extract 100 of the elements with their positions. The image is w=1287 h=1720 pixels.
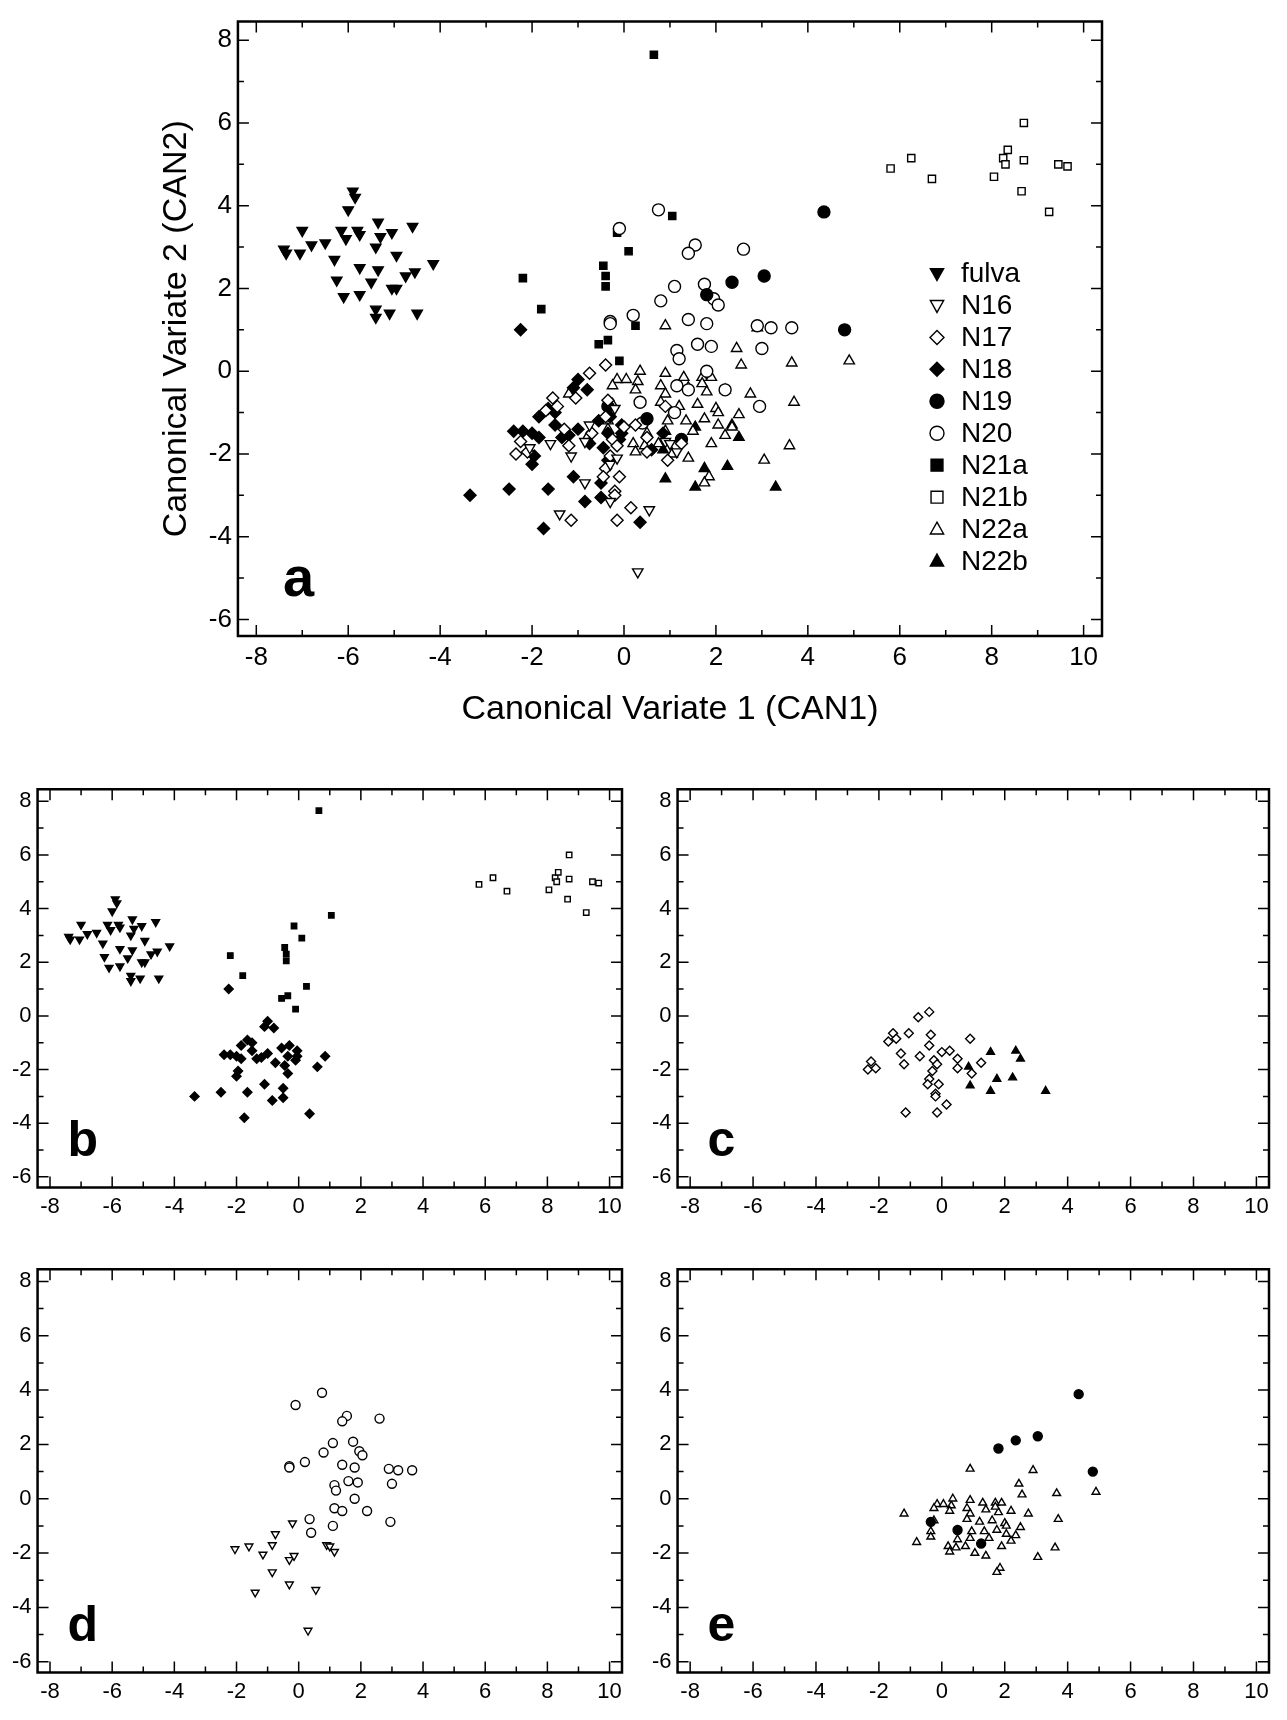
y-tick-label: -6 bbox=[12, 1162, 32, 1188]
y-tick-label: 6 bbox=[659, 1321, 672, 1347]
x-tick-label: 8 bbox=[984, 640, 999, 671]
y-tick-label: -2 bbox=[12, 1539, 32, 1565]
x-tick-label: -6 bbox=[336, 640, 360, 671]
y-tick-label: -4 bbox=[652, 1109, 672, 1135]
x-tick-label: 2 bbox=[998, 1192, 1011, 1218]
legend-label: fulva bbox=[961, 257, 1021, 289]
x-tick-label: -8 bbox=[40, 1192, 60, 1218]
y-tick-label: 6 bbox=[19, 1321, 32, 1347]
x-tick-label: 0 bbox=[935, 1677, 948, 1703]
x-tick-label: 2 bbox=[998, 1677, 1011, 1703]
x-tick-label: 8 bbox=[1187, 1677, 1200, 1703]
x-tick-label: 6 bbox=[479, 1677, 492, 1703]
y-tick-label: 6 bbox=[217, 106, 232, 137]
x-tick-label: -8 bbox=[40, 1677, 60, 1703]
x-tick-label: 6 bbox=[479, 1192, 492, 1218]
legend-label: N22b bbox=[961, 544, 1028, 576]
y-tick-label: 2 bbox=[19, 948, 32, 974]
y-tick-label: -2 bbox=[652, 1055, 672, 1081]
x-tick-label: -6 bbox=[743, 1677, 763, 1703]
x-tick-label: -4 bbox=[428, 640, 452, 671]
x-tick-label: 4 bbox=[416, 1192, 430, 1218]
x-tick-label: -4 bbox=[806, 1192, 826, 1218]
y-tick-label: 2 bbox=[217, 271, 232, 302]
annotation: b bbox=[67, 1110, 99, 1167]
x-tick-label: 2 bbox=[708, 640, 724, 671]
annotation: d bbox=[67, 1595, 99, 1652]
y-tick-label: -2 bbox=[208, 437, 232, 468]
x-tick-label: 10 bbox=[1244, 1677, 1269, 1703]
x-tick-label: -4 bbox=[806, 1677, 826, 1703]
x-tick-label: -2 bbox=[869, 1192, 889, 1218]
y-tick-label: 6 bbox=[19, 840, 32, 866]
y-tick-label: 8 bbox=[659, 1267, 672, 1293]
y-tick-label: -4 bbox=[12, 1593, 32, 1619]
x-tick-label: 6 bbox=[1124, 1192, 1137, 1218]
x-tick-label: -8 bbox=[680, 1192, 700, 1218]
y-tick-label: 2 bbox=[19, 1430, 32, 1456]
x-tick-label: 2 bbox=[354, 1677, 367, 1703]
legend-label: N21b bbox=[961, 480, 1028, 512]
x-tick-label: 10 bbox=[597, 1677, 622, 1703]
x-tick-label: 0 bbox=[292, 1192, 305, 1218]
y-tick-label: -4 bbox=[652, 1593, 672, 1619]
x-tick-label: -2 bbox=[520, 640, 544, 671]
y-tick-label: 4 bbox=[19, 1376, 32, 1402]
legend-label: N21a bbox=[961, 448, 1029, 480]
legend-label: N20 bbox=[961, 416, 1013, 448]
y-tick-label: 8 bbox=[19, 787, 32, 813]
x-tick-label: 8 bbox=[541, 1192, 554, 1218]
x-tick-label: -6 bbox=[102, 1677, 122, 1703]
y-tick-label: 4 bbox=[659, 894, 672, 920]
y-tick-label: 2 bbox=[659, 1430, 672, 1456]
x-tick-label: 4 bbox=[416, 1677, 430, 1703]
y-tick-label: -4 bbox=[208, 519, 232, 550]
legend-label: N18 bbox=[961, 353, 1013, 385]
y-tick-label: 0 bbox=[659, 1484, 672, 1510]
annotation: a bbox=[282, 545, 315, 608]
y-tick-label: -6 bbox=[12, 1647, 32, 1673]
y-tick-label: -2 bbox=[652, 1539, 672, 1565]
y-tick-label: 0 bbox=[217, 354, 232, 385]
y-tick-label: 0 bbox=[19, 1001, 32, 1027]
y-axis-title: Canonical Variate 2 (CAN2) bbox=[154, 120, 193, 538]
y-tick-label: 8 bbox=[659, 787, 672, 813]
y-tick-label: 0 bbox=[659, 1001, 672, 1027]
x-tick-label: 8 bbox=[541, 1677, 554, 1703]
y-tick-label: 4 bbox=[19, 894, 32, 920]
y-tick-label: 2 bbox=[659, 948, 672, 974]
x-tick-label: -6 bbox=[743, 1192, 763, 1218]
y-tick-label: 4 bbox=[659, 1376, 672, 1402]
legend-label: N17 bbox=[961, 321, 1013, 353]
y-tick-label: -6 bbox=[652, 1162, 672, 1188]
x-tick-label: 10 bbox=[597, 1192, 622, 1218]
x-tick-label: 6 bbox=[892, 640, 907, 671]
x-tick-label: -4 bbox=[164, 1192, 185, 1218]
x-tick-label: 10 bbox=[1069, 640, 1099, 671]
x-tick-label: -6 bbox=[102, 1192, 122, 1218]
legend-label: N19 bbox=[961, 385, 1013, 417]
x-tick-label: 0 bbox=[616, 640, 632, 671]
x-tick-label: 10 bbox=[1244, 1192, 1269, 1218]
legend-label: N22a bbox=[961, 512, 1029, 544]
legend-label: N16 bbox=[961, 289, 1013, 321]
y-tick-label: -6 bbox=[208, 602, 232, 633]
x-tick-label: 6 bbox=[1124, 1677, 1137, 1703]
x-tick-label: -8 bbox=[244, 640, 268, 671]
y-tick-label: -4 bbox=[12, 1109, 32, 1135]
x-tick-label: 4 bbox=[1061, 1192, 1074, 1218]
x-tick-label: 0 bbox=[292, 1677, 305, 1703]
x-tick-label: 4 bbox=[1061, 1677, 1074, 1703]
y-tick-label: 8 bbox=[19, 1267, 32, 1293]
x-tick-label: 2 bbox=[354, 1192, 367, 1218]
y-tick-label: 8 bbox=[217, 23, 232, 54]
y-tick-label: 4 bbox=[217, 188, 232, 219]
y-tick-label: 6 bbox=[659, 840, 672, 866]
x-tick-label: -2 bbox=[869, 1677, 889, 1703]
x-tick-label: -4 bbox=[164, 1677, 185, 1703]
x-tick-label: 4 bbox=[800, 640, 816, 671]
y-tick-label: 0 bbox=[19, 1484, 32, 1510]
y-tick-label: -2 bbox=[12, 1055, 32, 1081]
y-tick-label: -6 bbox=[652, 1647, 672, 1673]
x-tick-label: 8 bbox=[1187, 1192, 1200, 1218]
